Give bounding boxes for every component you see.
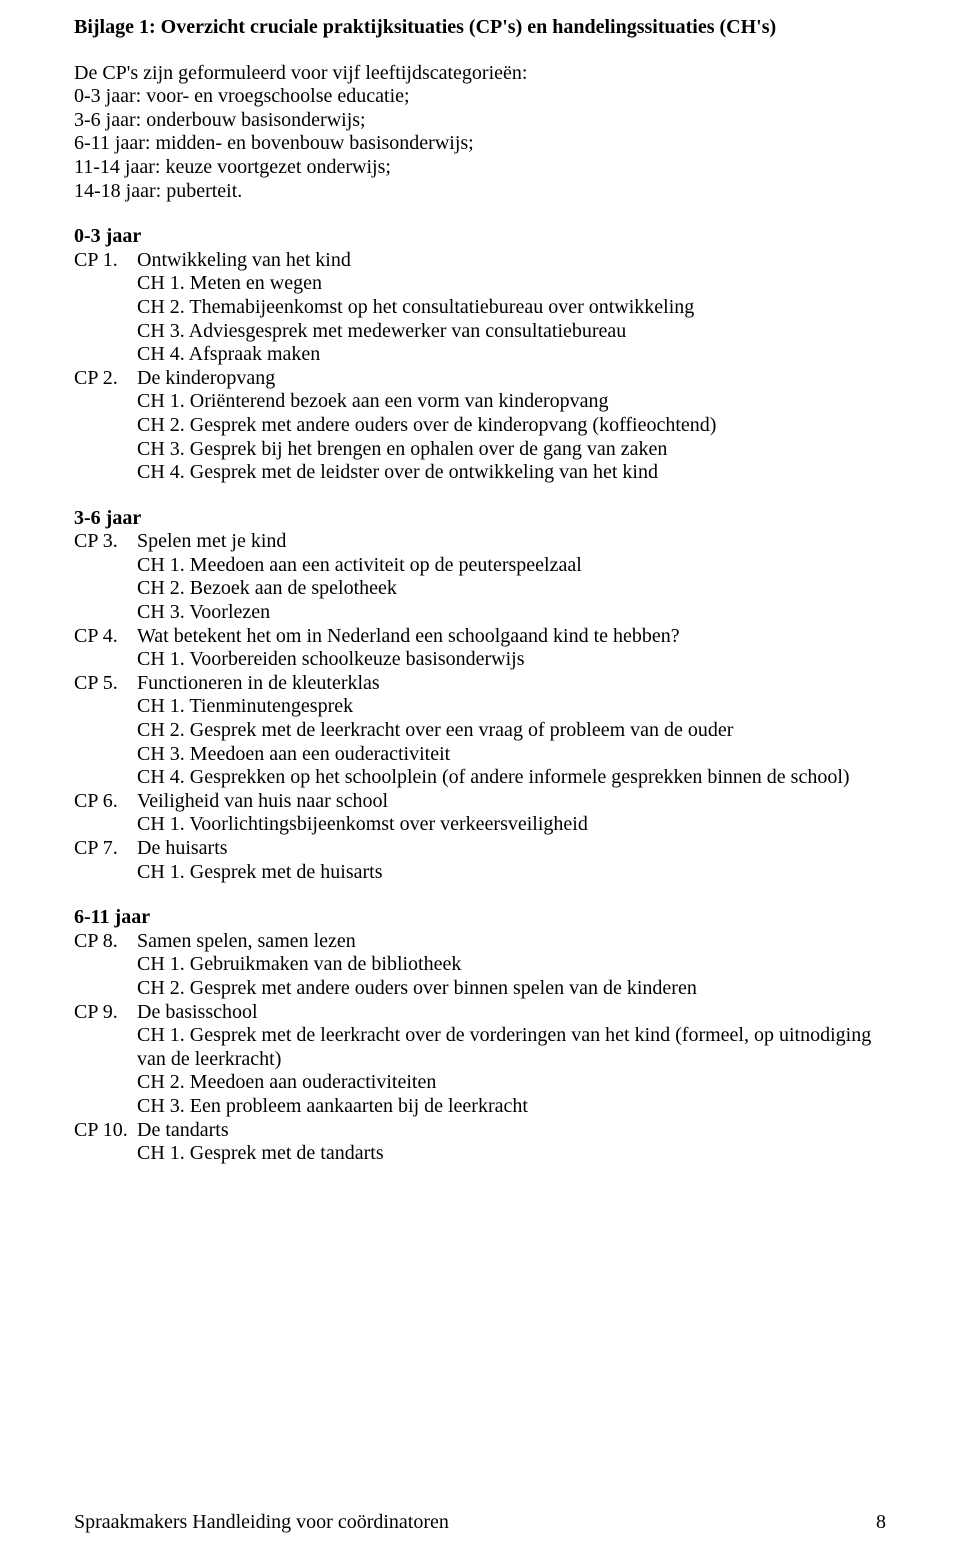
ch-line: CH 2. Gesprek met andere ouders over de …	[137, 414, 886, 438]
cp-row: CP 2. De kinderopvang CH 1. Oriënterend …	[74, 367, 886, 485]
cp-label: CP 1.	[74, 249, 137, 367]
intro-line: 11-14 jaar: keuze voortgezet onderwijs;	[74, 156, 886, 180]
ch-line: CH 4. Gesprek met de leidster over de on…	[137, 461, 886, 485]
cp-row: CP 6. Veiligheid van huis naar school CH…	[74, 790, 886, 837]
ch-line: CH 4. Afspraak maken	[137, 343, 886, 367]
ch-line: CH 2. Meedoen aan ouderactiviteiten	[137, 1071, 886, 1095]
ch-line: CH 1. Voorbereiden schoolkeuze basisonde…	[137, 648, 886, 672]
section-0-3: 0-3 jaar CP 1. Ontwikkeling van het kind…	[74, 225, 886, 485]
cp-title: De tandarts	[137, 1119, 229, 1141]
ch-line: CH 2. Themabijeenkomst op het consultati…	[137, 296, 886, 320]
cp-label: CP 9.	[74, 1001, 137, 1119]
cp-row: CP 1. Ontwikkeling van het kind CH 1. Me…	[74, 249, 886, 367]
intro-line: 6-11 jaar: midden- en bovenbouw basisond…	[74, 132, 886, 156]
ch-line: CH 2. Gesprek met andere ouders over bin…	[137, 977, 886, 1001]
document-page: Bijlage 1: Overzicht cruciale praktijksi…	[0, 0, 960, 1547]
cp-label: CP 7.	[74, 837, 137, 884]
intro-line: 0-3 jaar: voor- en vroegschoolse educati…	[74, 85, 886, 109]
cp-title: Veiligheid van huis naar school	[137, 790, 388, 812]
cp-row: CP 7. De huisarts CH 1. Gesprek met de h…	[74, 837, 886, 884]
cp-row: CP 3. Spelen met je kind CH 1. Meedoen a…	[74, 530, 886, 624]
cp-label: CP 8.	[74, 930, 137, 1001]
cp-label: CP 5.	[74, 672, 137, 790]
ch-line: CH 1. Meten en wegen	[137, 272, 886, 296]
cp-body: Veiligheid van huis naar school CH 1. Vo…	[137, 790, 886, 837]
cp-row: CP 5. Functioneren in de kleuterklas CH …	[74, 672, 886, 790]
ch-line: CH 1. Oriënterend bezoek aan een vorm va…	[137, 390, 886, 414]
cp-body: Spelen met je kind CH 1. Meedoen aan een…	[137, 530, 886, 624]
cp-title: De huisarts	[137, 837, 228, 859]
cp-row: CP 10. De tandarts CH 1. Gesprek met de …	[74, 1119, 886, 1166]
ch-line: CH 1. Gesprek met de tandarts	[137, 1142, 886, 1166]
cp-body: Samen spelen, samen lezen CH 1. Gebruikm…	[137, 930, 886, 1001]
cp-body: De huisarts CH 1. Gesprek met de huisart…	[137, 837, 886, 884]
intro-line: 14-18 jaar: puberteit.	[74, 180, 886, 204]
cp-title: Spelen met je kind	[137, 530, 286, 552]
cp-title: De kinderopvang	[137, 367, 275, 389]
cp-row: CP 4. Wat betekent het om in Nederland e…	[74, 625, 886, 672]
cp-body: Wat betekent het om in Nederland een sch…	[137, 625, 886, 672]
intro-block: De CP's zijn geformuleerd voor vijf leef…	[74, 62, 886, 204]
ch-line: CH 1. Voorlichtingsbijeenkomst over verk…	[137, 813, 886, 837]
page-title: Bijlage 1: Overzicht cruciale praktijksi…	[74, 16, 886, 40]
section-3-6: 3-6 jaar CP 3. Spelen met je kind CH 1. …	[74, 507, 886, 885]
cp-row: CP 9. De basisschool CH 1. Gesprek met d…	[74, 1001, 886, 1119]
cp-label: CP 4.	[74, 625, 137, 672]
footer-left: Spraakmakers Handleiding voor coördinato…	[74, 1511, 449, 1535]
ch-line: CH 1. Meedoen aan een activiteit op de p…	[137, 554, 886, 578]
cp-body: De basisschool CH 1. Gesprek met de leer…	[137, 1001, 886, 1119]
cp-body: De tandarts CH 1. Gesprek met de tandart…	[137, 1119, 886, 1166]
ch-line: CH 2. Bezoek aan de spelotheek	[137, 577, 886, 601]
cp-label: CP 6.	[74, 790, 137, 837]
cp-title: Samen spelen, samen lezen	[137, 930, 356, 952]
ch-line: CH 1. Gebruikmaken van de bibliotheek	[137, 953, 886, 977]
ch-line: CH 1. Gesprek met de huisarts	[137, 861, 886, 885]
ch-line: CH 3. Gesprek bij het brengen en ophalen…	[137, 438, 886, 462]
cp-title: Wat betekent het om in Nederland een sch…	[137, 625, 680, 647]
cp-label: CP 10.	[74, 1119, 137, 1166]
cp-label: CP 3.	[74, 530, 137, 624]
cp-body: Functioneren in de kleuterklas CH 1. Tie…	[137, 672, 886, 790]
cp-title: Functioneren in de kleuterklas	[137, 672, 380, 694]
ch-line: CH 2. Gesprek met de leerkracht over een…	[137, 719, 886, 743]
footer-page-number: 8	[876, 1511, 886, 1535]
page-footer: Spraakmakers Handleiding voor coördinato…	[74, 1511, 886, 1535]
cp-body: Ontwikkeling van het kind CH 1. Meten en…	[137, 249, 886, 367]
ch-line: CH 1. Tienminutengesprek	[137, 695, 886, 719]
cp-body: De kinderopvang CH 1. Oriënterend bezoek…	[137, 367, 886, 485]
ch-line: CH 1. Gesprek met de leerkracht over de …	[137, 1024, 886, 1071]
ch-line: CH 3. Voorlezen	[137, 601, 886, 625]
cp-title: Ontwikkeling van het kind	[137, 249, 351, 271]
cp-row: CP 8. Samen spelen, samen lezen CH 1. Ge…	[74, 930, 886, 1001]
section-head: 3-6 jaar	[74, 507, 886, 531]
section-6-11: 6-11 jaar CP 8. Samen spelen, samen leze…	[74, 906, 886, 1166]
intro-line: 3-6 jaar: onderbouw basisonderwijs;	[74, 109, 886, 133]
ch-line: CH 4. Gesprekken op het schoolplein (of …	[137, 766, 886, 790]
ch-line: CH 3. Een probleem aankaarten bij de lee…	[137, 1095, 886, 1119]
cp-label: CP 2.	[74, 367, 137, 485]
cp-title: De basisschool	[137, 1001, 258, 1023]
ch-line: CH 3. Adviesgesprek met medewerker van c…	[137, 320, 886, 344]
ch-line: CH 3. Meedoen aan een ouderactiviteit	[137, 743, 886, 767]
section-head: 0-3 jaar	[74, 225, 886, 249]
intro-lead: De CP's zijn geformuleerd voor vijf leef…	[74, 62, 886, 86]
section-head: 6-11 jaar	[74, 906, 886, 930]
